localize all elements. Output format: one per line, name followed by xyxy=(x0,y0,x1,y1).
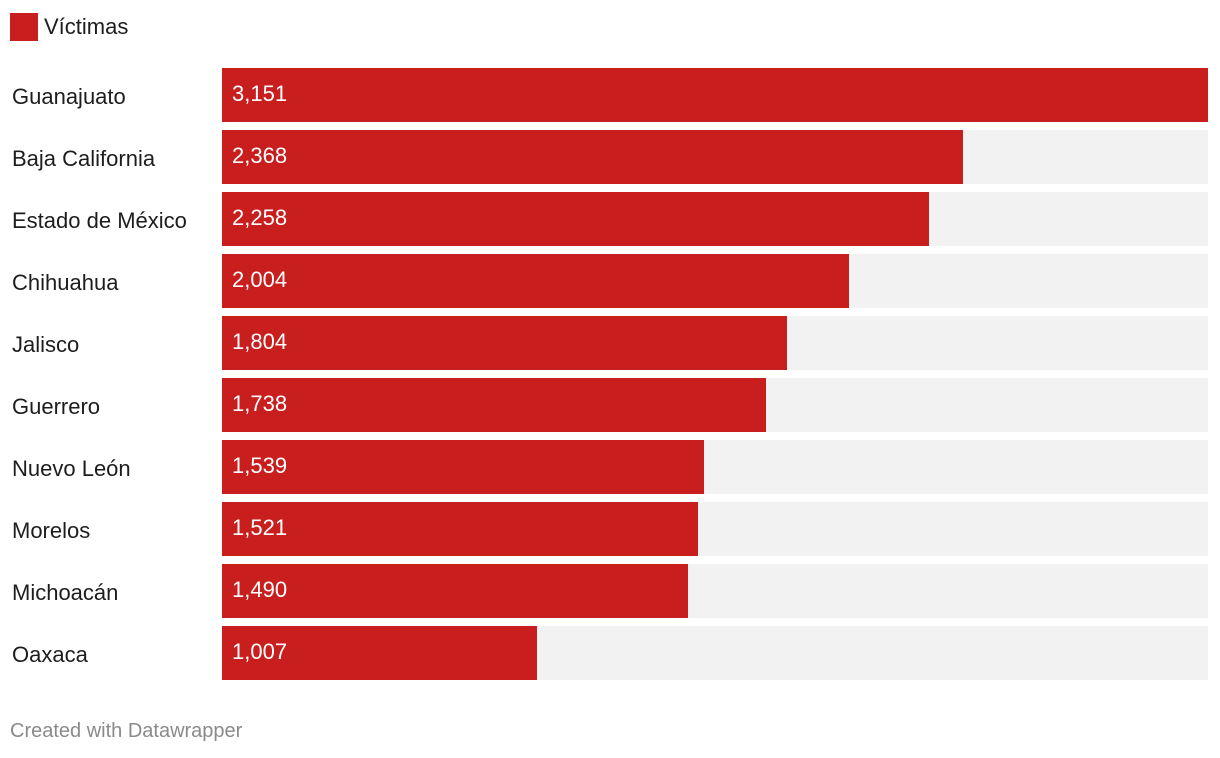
value-label: 3,151 xyxy=(232,81,288,106)
value-label: 1,738 xyxy=(232,391,288,416)
bar xyxy=(222,440,704,494)
bar xyxy=(222,626,537,680)
bar-track: 2,258 xyxy=(222,192,1208,246)
legend-swatch xyxy=(10,13,38,41)
legend: Víctimas xyxy=(10,12,128,42)
bar xyxy=(222,192,929,246)
category-label: Guanajuato xyxy=(12,84,126,109)
value-label: 1,007 xyxy=(232,639,288,664)
bar xyxy=(222,68,1208,122)
bar-row: Baja California 2,368 xyxy=(0,130,1220,184)
category-label: Baja California xyxy=(12,146,156,171)
bar-row: Jalisco 1,804 xyxy=(0,316,1220,370)
category-label: Nuevo León xyxy=(12,456,131,481)
value-label: 2,258 xyxy=(232,205,288,230)
category-label: Jalisco xyxy=(12,332,80,357)
value-label: 2,368 xyxy=(232,143,288,168)
bar xyxy=(222,316,787,370)
legend-label: Víctimas xyxy=(44,14,129,39)
bar-row: Nuevo León 1,539 xyxy=(0,440,1220,494)
category-label: Oaxaca xyxy=(12,642,88,667)
bar xyxy=(222,130,963,184)
bar-track: 1,521 xyxy=(222,502,1208,556)
category-label: Morelos xyxy=(12,518,91,543)
bar-track: 3,151 xyxy=(222,68,1208,122)
bar-track: 1,738 xyxy=(222,378,1208,432)
bar-row: Guanajuato 3,151 xyxy=(0,68,1220,122)
value-label: 1,804 xyxy=(232,329,288,354)
bar xyxy=(222,378,766,432)
bar-track: 1,490 xyxy=(222,564,1208,618)
value-label: 2,004 xyxy=(232,267,288,292)
bar-row: Michoacán 1,490 xyxy=(0,564,1220,618)
value-label: 1,539 xyxy=(232,453,288,478)
category-label: Chihuahua xyxy=(12,270,119,295)
bar xyxy=(222,502,698,556)
bar-row: Morelos 1,521 xyxy=(0,502,1220,556)
value-label: 1,521 xyxy=(232,515,288,540)
category-label: Estado de México xyxy=(12,208,187,233)
value-label: 1,490 xyxy=(232,577,288,602)
bar-row: Guerrero 1,738 xyxy=(0,378,1220,432)
bar-track: 1,007 xyxy=(222,626,1208,680)
category-label: Michoacán xyxy=(12,580,119,605)
bar-track: 1,539 xyxy=(222,440,1208,494)
bar-track: 2,004 xyxy=(222,254,1208,308)
datawrapper-credit: Created with Datawrapper xyxy=(10,720,243,742)
bar xyxy=(222,564,688,618)
bar-chart: Guanajuato 3,151 Baja California 2,368 Estad… xyxy=(0,68,1220,688)
bar-row: Chihuahua 2,004 xyxy=(0,254,1220,308)
bar xyxy=(222,254,849,308)
category-label: Guerrero xyxy=(12,394,101,419)
bar-track: 1,804 xyxy=(222,316,1208,370)
bar-row: Estado de México 2,258 xyxy=(0,192,1220,246)
bar-track: 2,368 xyxy=(222,130,1208,184)
bar-row: Oaxaca 1,007 xyxy=(0,626,1220,680)
